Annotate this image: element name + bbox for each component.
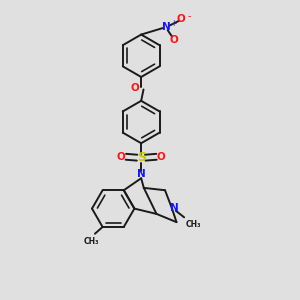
Text: O: O [131,83,140,93]
Text: O: O [169,34,178,45]
Text: +: + [170,19,177,28]
Text: CH₃: CH₃ [186,220,201,229]
Text: O: O [176,14,185,24]
Text: N: N [162,22,171,32]
Text: O: O [117,152,125,162]
Text: S: S [137,151,146,164]
Text: N: N [170,203,178,214]
Text: N: N [137,169,146,179]
Text: -: - [188,11,191,21]
Text: CH₃: CH₃ [84,237,99,246]
Text: O: O [157,152,166,162]
